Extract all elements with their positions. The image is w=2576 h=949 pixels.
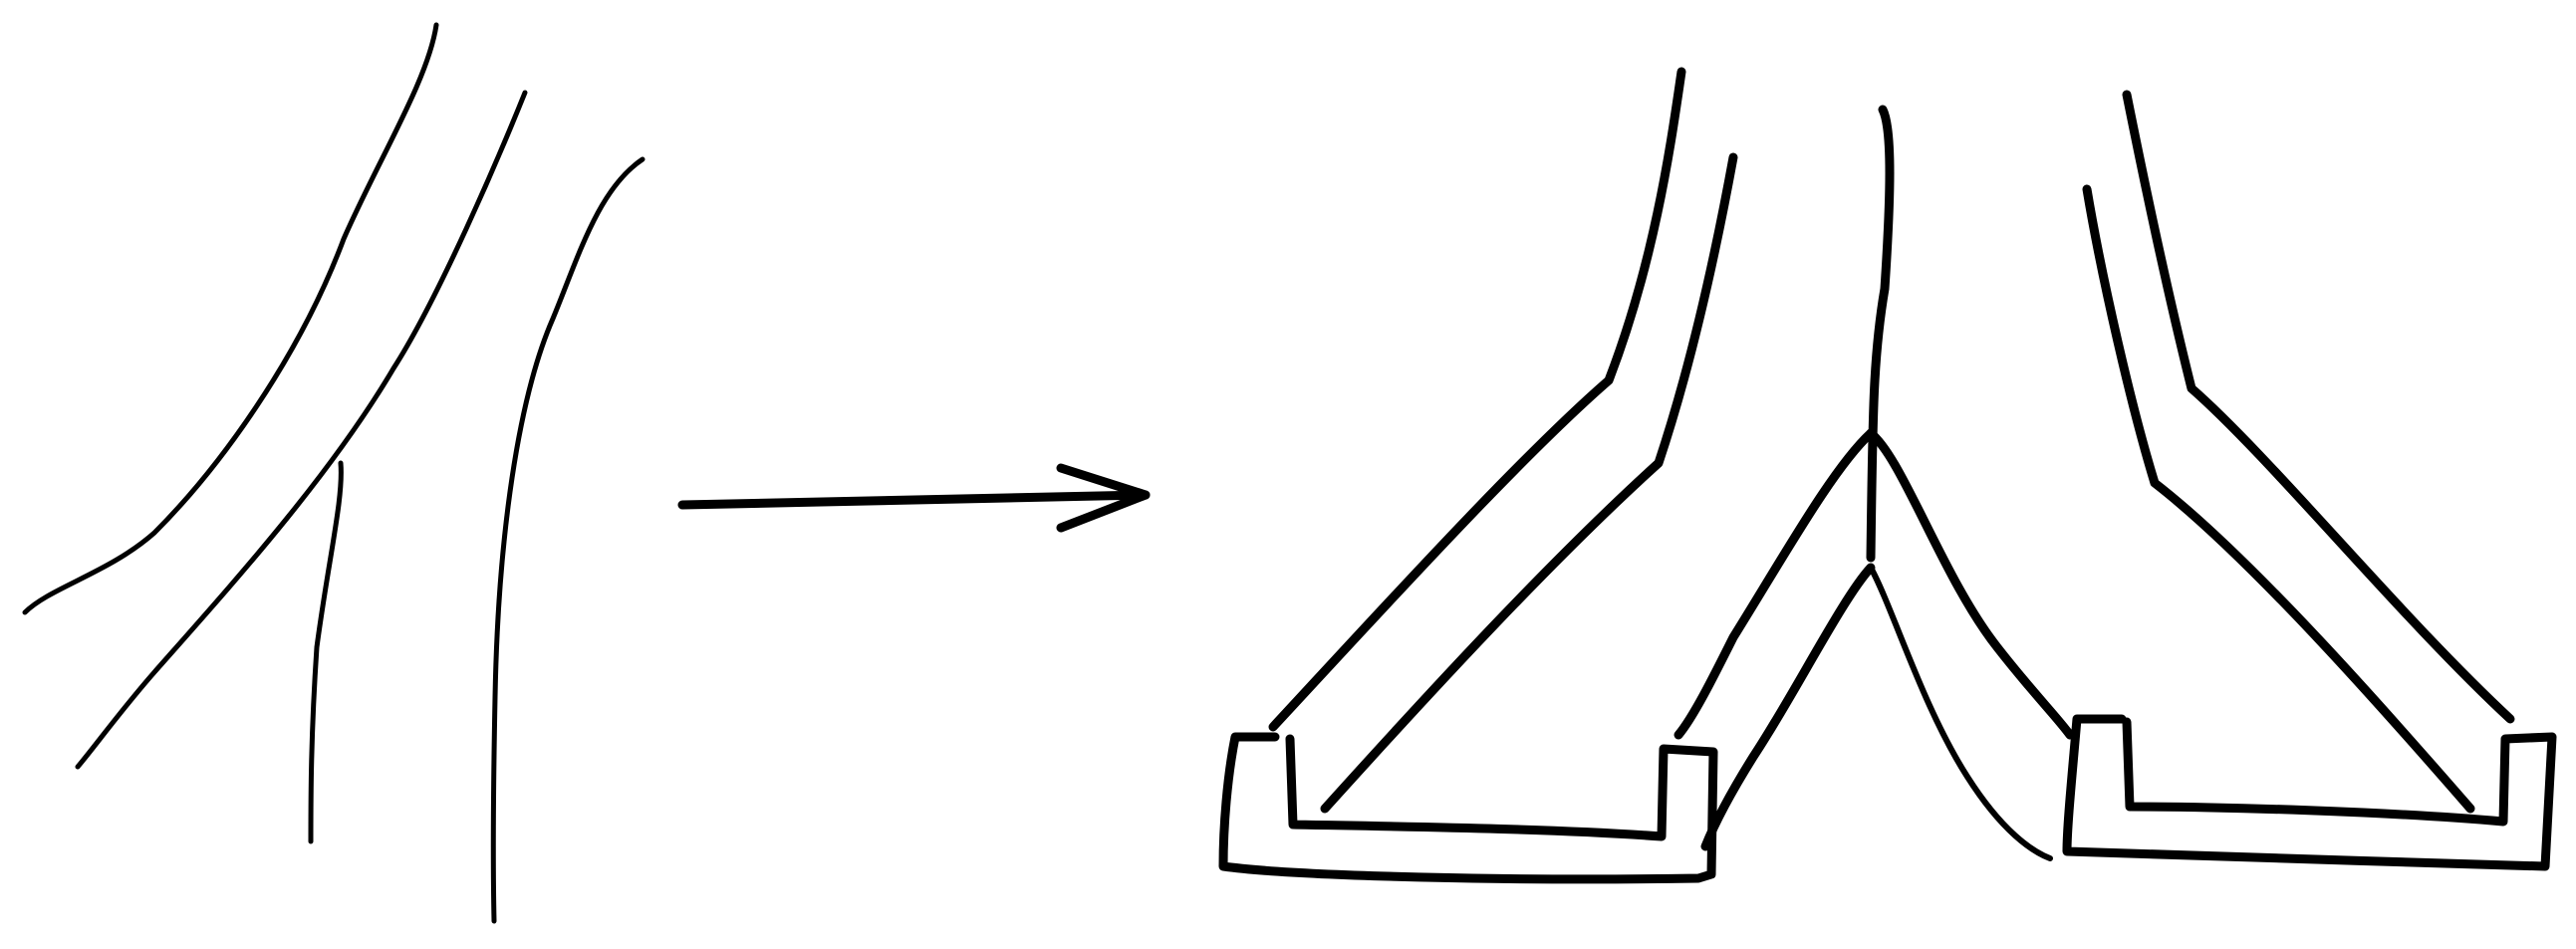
right-left-channel <box>1218 732 1718 884</box>
right-center-left-v-inner <box>1700 563 1876 851</box>
right-right-channel <box>2062 714 2557 871</box>
right-right-outer <box>2122 90 2515 724</box>
left-line-outer <box>22 22 439 615</box>
right-left-inner <box>1320 152 1738 814</box>
right-panel-detail <box>1868 565 2053 861</box>
left-panel <box>22 22 645 924</box>
right-center-left-v <box>1674 428 1876 740</box>
right-left-outer <box>1268 67 1686 732</box>
right-center-spine <box>1866 105 1895 563</box>
right-panel <box>1218 67 2557 884</box>
right-center-tail <box>1868 565 2053 861</box>
left-line-inner <box>75 90 528 770</box>
arrow-right-icon <box>677 463 1151 533</box>
left-line-right <box>490 156 645 924</box>
right-center-right-v <box>1866 428 2075 740</box>
right-right-inner <box>2082 184 2475 814</box>
left-branch-stem <box>308 460 344 844</box>
